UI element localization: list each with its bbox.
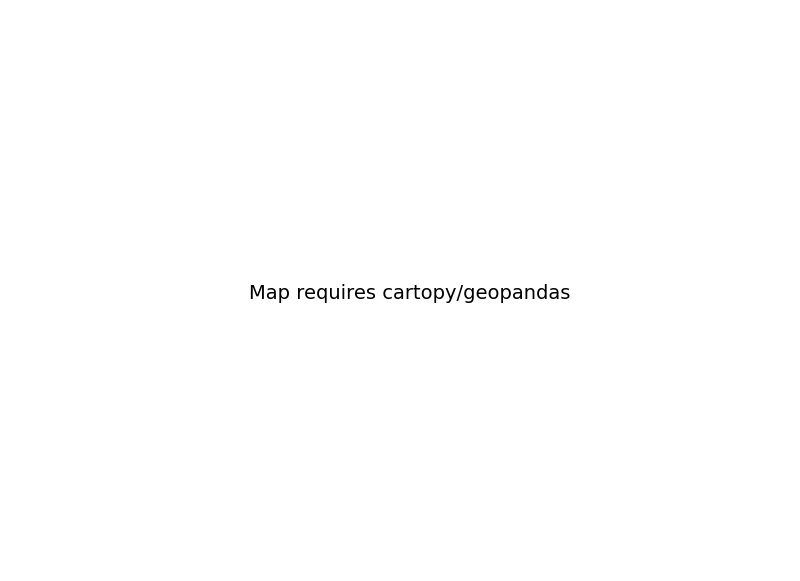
- Text: Map requires cartopy/geopandas: Map requires cartopy/geopandas: [250, 284, 570, 303]
